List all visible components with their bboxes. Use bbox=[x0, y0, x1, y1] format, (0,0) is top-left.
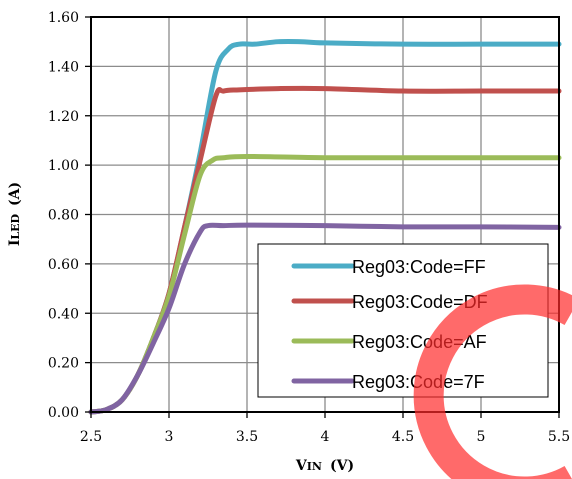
y-tick-label: 1.40 bbox=[48, 59, 79, 75]
y-axis-ticks: 0.00 0.20 0.40 0.60 0.80 1.00 1.20 1.40 1.60 bbox=[48, 10, 91, 421]
legend-label: Reg03:Code=FF bbox=[352, 257, 486, 277]
x-axis-title-unit: (V) bbox=[330, 458, 354, 474]
x-tick-label: 5 bbox=[477, 429, 486, 445]
x-tick-label: 5.5 bbox=[548, 429, 570, 445]
x-axis-title-main: V bbox=[295, 458, 308, 474]
x-tick-label: 4 bbox=[321, 429, 330, 445]
y-tick-label: 1.60 bbox=[48, 10, 79, 26]
legend-label: Reg03:Code=DF bbox=[352, 292, 488, 312]
x-axis-title: VIN (V) bbox=[295, 458, 354, 474]
y-tick-label: 0.40 bbox=[48, 306, 79, 322]
y-tick-label: 1.00 bbox=[48, 158, 79, 174]
x-tick-label: 3.5 bbox=[236, 429, 258, 445]
x-tick-label: 4.5 bbox=[392, 429, 414, 445]
y-tick-label: 0.60 bbox=[48, 257, 79, 273]
legend: Reg03:Code=FFReg03:Code=DFReg03:Code=AFR… bbox=[257, 243, 549, 398]
y-tick-label: 1.20 bbox=[48, 109, 79, 125]
y-axis-title-unit: (A) bbox=[7, 182, 23, 206]
y-axis-title-sub: LED bbox=[9, 213, 22, 239]
series-line-reg03-code-7f bbox=[88, 222, 562, 415]
y-tick-label: 0.20 bbox=[48, 356, 79, 372]
y-tick-label: 0.00 bbox=[48, 405, 79, 421]
x-tick-label: 3 bbox=[165, 429, 174, 445]
y-axis-title-main: I bbox=[7, 240, 23, 247]
series-group bbox=[88, 38, 562, 415]
watermark-logo bbox=[413, 284, 572, 479]
y-tick-label: 0.80 bbox=[48, 208, 79, 224]
legend-box bbox=[257, 243, 549, 398]
x-tick-label: 2.5 bbox=[80, 429, 102, 445]
x-axis-ticks: 2.5 3 3.5 4 4.5 5 5.5 bbox=[80, 412, 570, 445]
x-axis-title-sub: IN bbox=[307, 460, 322, 473]
y-axis-title: ILED (A) bbox=[7, 182, 23, 246]
